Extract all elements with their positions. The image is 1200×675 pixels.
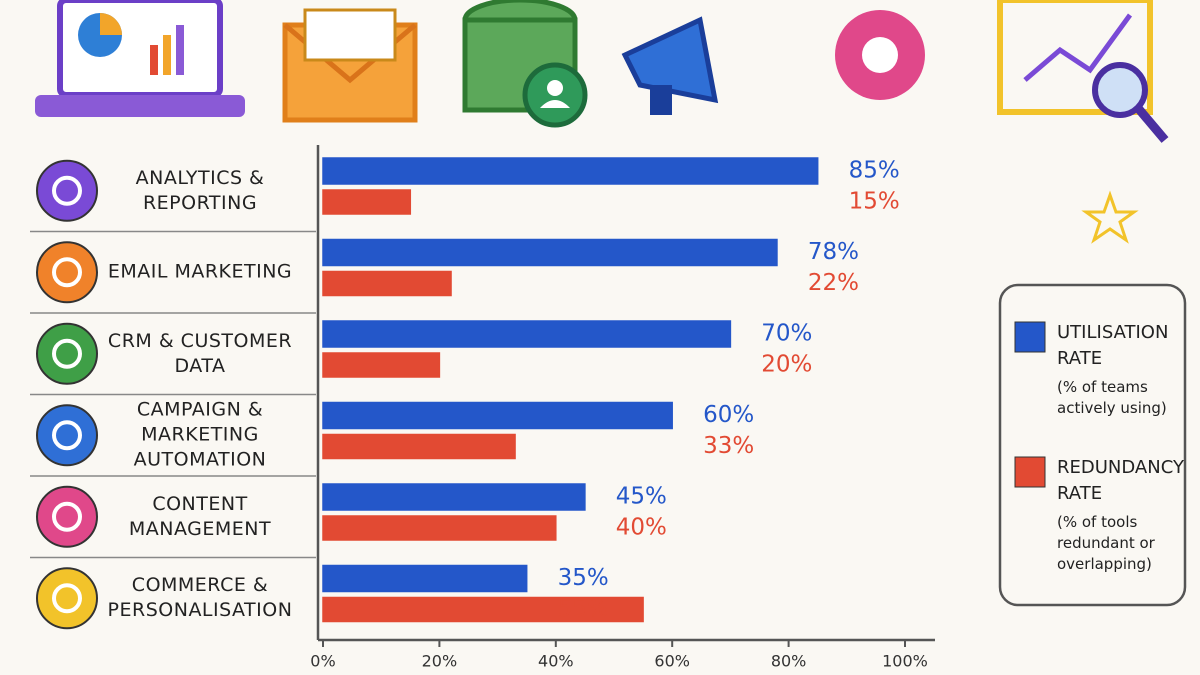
category-label: CONTENT MANAGEMENT [128,492,272,540]
value-label: 33% [703,433,754,459]
category-icon-inner [52,175,82,206]
value-label: 20% [761,352,812,378]
value-label: 22% [808,270,859,296]
bar [322,515,557,541]
x-tick-label: 20% [422,652,458,671]
x-tick-label: 80% [771,652,807,671]
value-label: 45% [616,484,667,510]
category-icon-inner [52,257,82,288]
x-tick-label: 40% [538,652,574,671]
bar [322,352,441,378]
legend-swatch [1014,321,1046,353]
bar [322,433,516,460]
value-label: 35% [558,565,609,591]
legend-label: REDUNDANCY RATE [1057,457,1184,504]
category-label: EMAIL MARKETING [107,260,293,283]
bar [322,564,528,593]
category-icon-inner [52,501,82,532]
legend-note: (% of tools redundant or overlapping) [1057,513,1155,573]
category-icon [36,485,98,548]
value-label: 85% [849,158,900,184]
category-icon [36,404,98,467]
x-tick-label: 60% [654,652,690,671]
bar [322,401,673,430]
category-icon [36,241,98,304]
category-icon-inner [52,338,82,369]
legend-label: UTILISATION RATE [1057,322,1169,369]
icon-row [35,0,1169,244]
category-label: COMMERCE & PERSONALISATION [107,574,293,622]
value-label: 55% [558,596,609,622]
bar [322,270,452,297]
legend-box [998,283,1187,607]
category-icon [36,567,98,630]
bar [322,596,644,623]
x-tick-label: 100% [882,652,928,671]
value-label: 60% [703,402,754,428]
legend-note: (% of teams actively using) [1057,378,1167,417]
value-label: 15% [849,189,900,215]
value-label: 78% [808,239,859,265]
bar [322,157,819,185]
bar [322,189,412,215]
bar [322,320,732,348]
category-icon [36,322,98,385]
legend-swatch [1014,456,1046,488]
category-label: CRM & CUSTOMER DATA [107,329,293,377]
category-label: CAMPAIGN & MARKETING AUTOMATION [133,398,267,471]
category-icon-inner [52,583,82,614]
value-label: 70% [761,321,812,347]
category-label: ANALYTICS & REPORTING [135,166,265,214]
category-icon [36,159,98,222]
category-icon-inner [52,420,82,451]
x-tick-label: 0% [310,652,335,671]
bar [322,483,586,511]
bar [322,238,778,267]
value-label: 40% [616,515,667,541]
